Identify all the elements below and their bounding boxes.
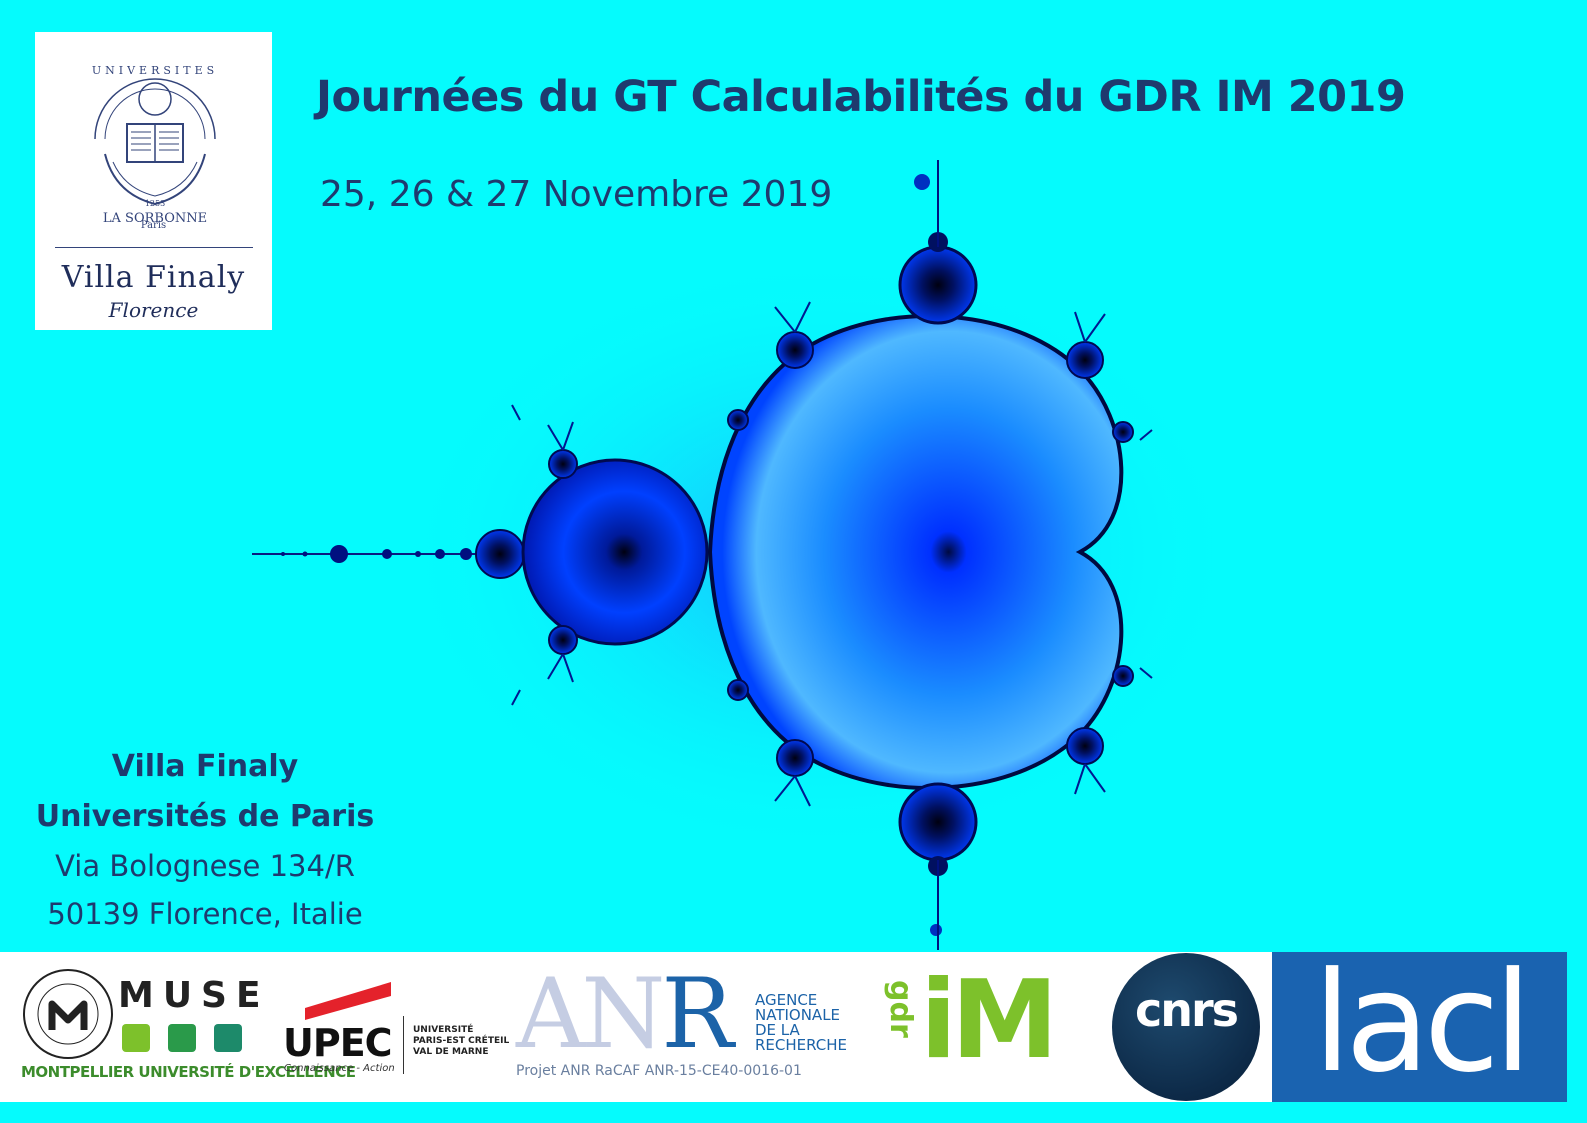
fractal-bottom-tip xyxy=(930,924,942,936)
fractal-spike-dots xyxy=(281,545,472,563)
poster-title: Journées du GT Calculabilités du GDR IM … xyxy=(316,72,1406,122)
anr-logo: ANR xyxy=(516,958,734,1070)
svg-text:LA SORBONNE: LA SORBONNE xyxy=(103,211,207,222)
gdr-im-label: iM xyxy=(920,958,1058,1083)
fractal-filaments xyxy=(511,301,1153,807)
villa-finaly-logo: UNIVERSITES 1253 LA SORBONNE Paris Villa… xyxy=(35,32,272,330)
sponsor-strip-bottom xyxy=(0,1102,1587,1123)
seal-paris-text: Paris xyxy=(140,220,167,231)
muse-tagline: MONTPELLIER UNIVERSITÉ D'EXCELLENCE xyxy=(21,1063,356,1081)
fractal-bottom-bulb xyxy=(898,782,978,862)
anr-letters: AN xyxy=(516,958,665,1070)
sorbonne-seal-icon: UNIVERSITES 1253 LA SORBONNE xyxy=(92,64,218,222)
venue-line-1: Villa Finaly xyxy=(111,749,299,784)
venue-line-2: Universités de Paris xyxy=(35,799,375,834)
muse-caduceus-icon xyxy=(214,1024,242,1052)
svg-text:1253: 1253 xyxy=(145,199,165,208)
fractal-small-bulb xyxy=(475,529,525,579)
poster-dates: 25, 26 & 27 Novembre 2019 xyxy=(320,174,833,215)
upec-divider xyxy=(403,1016,404,1074)
lacl-label: lacl xyxy=(1312,942,1532,1103)
venue-line-3: Via Bolognese 134/R xyxy=(55,849,355,883)
fractal-top-tip xyxy=(914,174,930,190)
lacl-logo xyxy=(1272,952,1567,1102)
fractal-left-bulb xyxy=(521,458,709,646)
fractal-side-bulbs xyxy=(548,331,1134,777)
anr-project: Projet ANR RaCAF ANR-15-CE40-0016-01 xyxy=(516,1063,802,1079)
anr-fullname: AGENCE NATIONALE DE LA RECHERCHE xyxy=(755,991,848,1054)
venue-line-4: 50139 Florence, Italie xyxy=(47,897,363,931)
right-edge xyxy=(1567,952,1587,1102)
upec-tagline: Connaissance - Action xyxy=(284,1063,395,1074)
logo-villa-finaly: Villa Finaly xyxy=(61,260,246,295)
cnrs-label: cnrs xyxy=(1134,983,1239,1037)
fractal-cardioid xyxy=(707,314,1124,790)
fractal-top-bulb xyxy=(898,245,978,325)
muse-label: MUSE xyxy=(118,975,270,1016)
upec-logo-icon xyxy=(305,982,391,1020)
cnrs-logo xyxy=(1112,953,1260,1101)
muse-leaf-icon xyxy=(122,1024,150,1052)
logo-divider xyxy=(55,247,253,248)
venue-address: Villa Finaly Universités de Paris Via Bo… xyxy=(25,742,385,938)
svg-text:UNIVERSITES: UNIVERSITES xyxy=(92,64,218,77)
muse-scales-icon xyxy=(168,1024,196,1052)
muse-logo-icon xyxy=(23,969,113,1059)
upec-label: UPEC xyxy=(283,1021,393,1065)
upec-fullname: UNIVERSITÉ PARIS-EST CRÉTEIL VAL DE MARN… xyxy=(413,1025,510,1057)
gdr-small-label: gdr xyxy=(883,980,918,1038)
logo-florence: Florence xyxy=(108,298,199,322)
anr-r-letter: R xyxy=(661,958,733,1070)
